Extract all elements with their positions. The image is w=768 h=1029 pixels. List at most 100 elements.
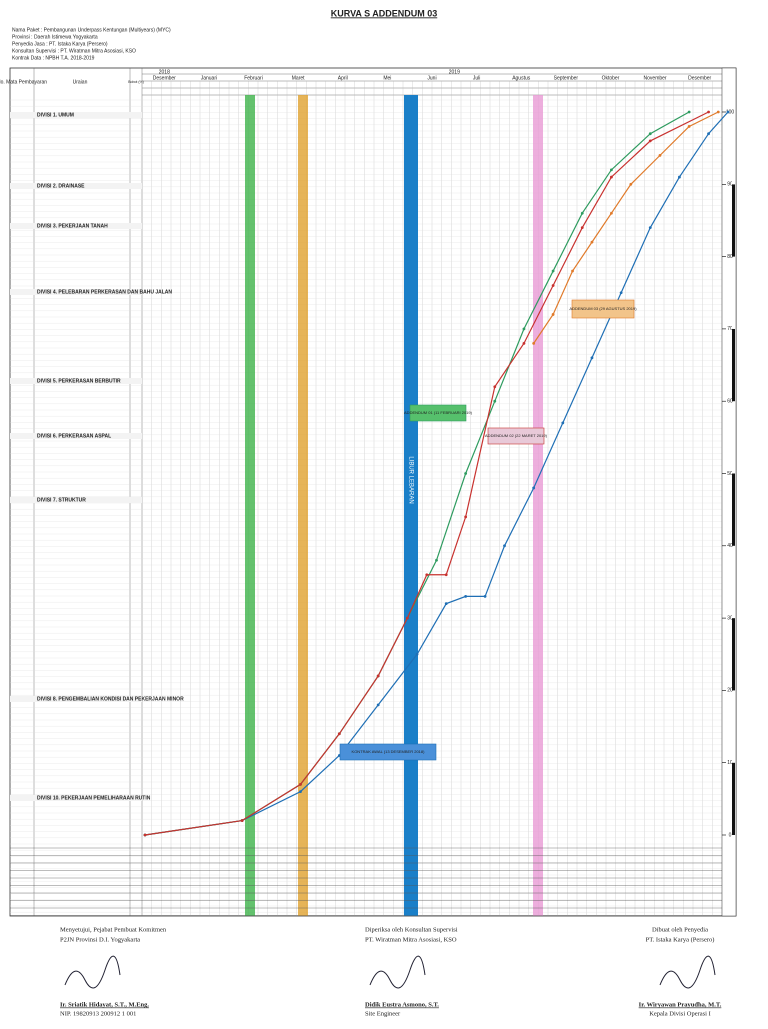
project-info: Nama Paket : Pembangunan Underpass Kentu… xyxy=(12,27,171,33)
division-row xyxy=(10,497,142,503)
curve-point xyxy=(299,782,302,786)
curve-point xyxy=(678,175,681,179)
month: Desember xyxy=(153,75,176,81)
callout: ADDENDUM 02 (22 MARET 2019) xyxy=(485,433,548,438)
callout-box xyxy=(409,404,467,422)
month: Februari xyxy=(244,75,263,81)
curve-point xyxy=(716,110,720,114)
division-header: DIVISI 8. PENGEMBALIAN KONDISI DAN PEKER… xyxy=(37,696,184,702)
division-header: DIVISI 2. DRAINASE xyxy=(37,183,85,189)
scale-block xyxy=(732,473,735,546)
curve-point xyxy=(707,110,710,114)
callout-box xyxy=(571,299,635,319)
curve-point xyxy=(648,132,652,136)
month: Maret xyxy=(292,75,305,81)
curve-point xyxy=(464,472,468,475)
division-row xyxy=(10,112,142,118)
curve-point xyxy=(376,703,380,707)
division-row xyxy=(10,795,142,801)
sig-role: Menyetujui, Pejabat Pembuat Komitmen xyxy=(60,926,167,933)
curve-point xyxy=(551,313,555,316)
sig-org: PT. Istaka Karya (Persero) xyxy=(646,936,715,943)
month: April xyxy=(338,75,348,81)
sig-org: PT. Wiratman Mitra Asosiasi, KSO xyxy=(365,936,457,943)
sig-id: Site Engineer xyxy=(365,1010,401,1017)
signature-scrawl xyxy=(369,955,426,989)
title: KURVA S ADDENDUM 03 xyxy=(331,8,438,18)
signature-scrawl xyxy=(64,955,121,989)
curve-point xyxy=(376,674,380,678)
milestone-band xyxy=(298,95,308,916)
scale-block xyxy=(732,545,735,619)
col-header: Uraian xyxy=(73,79,88,85)
milestone-band xyxy=(533,95,543,916)
curve-point xyxy=(493,385,497,389)
y-tick-label: 30 xyxy=(727,615,733,621)
y-tick-label: 50 xyxy=(727,471,733,477)
month: November xyxy=(644,75,667,81)
curve-point xyxy=(619,291,623,295)
month: Januari xyxy=(201,75,217,81)
curve-point xyxy=(143,833,147,837)
curve-point xyxy=(522,341,526,345)
curve-point xyxy=(337,732,341,736)
curve-point xyxy=(444,573,448,577)
milestone-band xyxy=(245,95,255,916)
scale-block xyxy=(732,112,735,185)
sig-name: Ir. Wiryawan Prayudha, M.T. xyxy=(639,1001,722,1008)
year: 2019 xyxy=(449,69,460,75)
y-tick-label: 60 xyxy=(727,399,733,405)
curve-point xyxy=(444,602,448,606)
y-tick-label: 90 xyxy=(727,182,733,188)
y-tick-label: 80 xyxy=(727,254,733,260)
scale-block xyxy=(732,328,735,402)
curve-point xyxy=(590,356,594,360)
curve-point xyxy=(522,327,526,331)
month: Juni xyxy=(427,75,436,81)
division-header: DIVISI 5. PERKERASAN BERBUTIR xyxy=(37,378,121,384)
curve-point xyxy=(415,652,419,656)
division-header: DIVISI 1. UMUM xyxy=(37,112,74,118)
y-tick-label: 100 xyxy=(726,109,735,115)
s-curve xyxy=(144,111,709,836)
curve-point xyxy=(483,595,487,598)
curve-point xyxy=(648,139,652,143)
curve-point xyxy=(580,226,584,230)
project-info: Penyedia Jasa : PT. Istaka Karya (Perser… xyxy=(12,41,108,47)
division-row xyxy=(10,183,142,189)
curve-point xyxy=(435,558,438,562)
month: September xyxy=(554,75,579,81)
y-tick-label: 10 xyxy=(727,760,733,766)
col-header: No. Mata Pembayaran xyxy=(0,79,47,85)
sig-name: Ir. Sriatik Hidayat, S.T., M.Eng. xyxy=(60,1001,149,1008)
division-row xyxy=(10,223,142,229)
y-tick-label: 20 xyxy=(727,688,733,694)
curve-point xyxy=(687,110,691,114)
curve-point xyxy=(658,153,662,157)
callout: ADDENDUM 01 (11 FEBRUARI 2019) xyxy=(404,410,473,415)
curve-point xyxy=(464,515,468,519)
division-header: DIVISI 3. PEKERJAAN TANAH xyxy=(37,223,108,229)
curve-point xyxy=(551,269,555,273)
division-header: DIVISI 7. STRUKTUR xyxy=(37,497,86,503)
division-row xyxy=(10,378,142,384)
project-info: Provinsi : Daerah Istimewa Yogyakarta xyxy=(12,34,98,40)
division-header: DIVISI 6. PERKERASAN ASPAL xyxy=(37,433,111,439)
scale-block xyxy=(732,690,735,763)
sig-role: Diperiksa oleh Konsultan Supervisi xyxy=(365,926,458,933)
scale-block xyxy=(732,184,735,257)
curve-point xyxy=(648,226,652,230)
sig-id: Kepala Divisi Operasi I xyxy=(649,1010,711,1017)
curve-point xyxy=(551,284,555,287)
curve-point xyxy=(532,341,536,345)
curve-point xyxy=(425,573,429,577)
division-row xyxy=(10,433,142,439)
month: Juli xyxy=(473,75,481,81)
table-frame xyxy=(9,67,737,917)
project-info: Konsultan Supervisi : PT. Wiratman Mitra… xyxy=(12,48,136,54)
s-curve xyxy=(144,111,729,836)
month: Agustus xyxy=(512,75,531,81)
y-tick-label: 40 xyxy=(727,543,733,549)
